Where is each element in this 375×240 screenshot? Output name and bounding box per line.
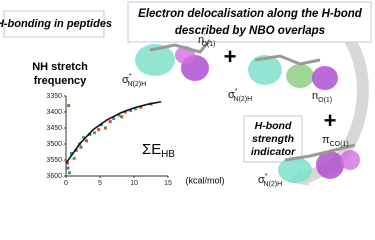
- symbol: n: [198, 34, 204, 46]
- subscript: CO(1): [330, 141, 349, 148]
- symbol: ΣE: [142, 141, 161, 158]
- point: [117, 113, 121, 117]
- point: [72, 156, 76, 160]
- box: [127, 1, 372, 43]
- point: [139, 105, 143, 109]
- y-tick-label: 3450: [46, 125, 62, 132]
- subscript: HB: [161, 149, 175, 160]
- superscript: *: [265, 173, 268, 180]
- y-tick-label: 3550: [46, 157, 62, 164]
- superscript: *: [235, 88, 238, 95]
- point: [112, 116, 116, 120]
- point: [69, 152, 73, 156]
- label: NH stretch: [32, 61, 88, 73]
- symbol: π: [322, 134, 330, 146]
- plus: +: [324, 108, 337, 133]
- molecule: [278, 143, 360, 183]
- symbol-label: ΣEHB: [142, 141, 175, 160]
- point: [65, 161, 69, 165]
- superscript: *: [129, 73, 132, 80]
- point: [88, 132, 92, 136]
- y-tick-label: 3600: [46, 173, 62, 180]
- molecule: [248, 54, 338, 90]
- point: [67, 104, 71, 108]
- symbol-label: nO(1): [312, 90, 332, 104]
- subscript: O(1): [318, 97, 332, 104]
- fit-curve: [65, 100, 162, 164]
- molecule: [135, 39, 212, 81]
- symbol-label: σ* N(2)H: [228, 88, 252, 103]
- x-tick-label: 0: [64, 180, 68, 187]
- box-text: H-bonding in peptides: [0, 18, 112, 30]
- point: [67, 171, 71, 175]
- symbol-label: σ* N(2)H: [258, 173, 282, 188]
- x-tick-label: 5: [98, 180, 102, 187]
- box-text: H-bond: [255, 120, 292, 132]
- point: [108, 120, 112, 124]
- box-text: Electron delocalisation along the H-bond: [138, 8, 363, 20]
- point: [84, 139, 88, 143]
- x-tick-label: 15: [164, 180, 172, 187]
- box-text: indicator: [251, 146, 296, 158]
- symbol-label: n' O(1): [198, 33, 215, 48]
- y-tick-label: 3400: [46, 109, 62, 116]
- point: [133, 107, 137, 111]
- point: [82, 136, 86, 140]
- subscript: O(1): [201, 41, 215, 48]
- point: [93, 131, 97, 135]
- box-text: described by NBO overlaps: [175, 25, 325, 37]
- symbol: σ: [122, 74, 129, 86]
- symbol: σ: [228, 89, 235, 101]
- x-axis-unit: (kcal/mol): [185, 175, 224, 185]
- subscript: N(2)H: [264, 181, 283, 188]
- point: [103, 126, 107, 130]
- box: [243, 115, 303, 163]
- point: [129, 108, 133, 112]
- box: [3, 10, 105, 38]
- box-text: strength: [252, 133, 294, 145]
- x-tick-label: 10: [130, 180, 138, 187]
- point: [97, 128, 101, 132]
- y-tick-label: 3350: [46, 93, 62, 100]
- label: frequency: [34, 75, 87, 87]
- point: [120, 115, 124, 119]
- point: [74, 148, 78, 152]
- symbol: n: [312, 90, 318, 102]
- graphical-abstract: H-bonding in peptides Electron delocalis…: [0, 1, 372, 188]
- point: [79, 145, 83, 149]
- plus: +: [224, 44, 237, 69]
- y-tick-label: 3500: [46, 141, 62, 148]
- symbol: σ: [258, 174, 265, 186]
- symbol-label: πCO(1): [322, 134, 349, 148]
- superscript: ': [204, 33, 205, 40]
- subscript: N(2)H: [234, 96, 253, 103]
- point: [66, 166, 70, 170]
- subscript: N(2)H: [128, 81, 147, 88]
- symbol-label: σ* N(2)H: [122, 73, 146, 88]
